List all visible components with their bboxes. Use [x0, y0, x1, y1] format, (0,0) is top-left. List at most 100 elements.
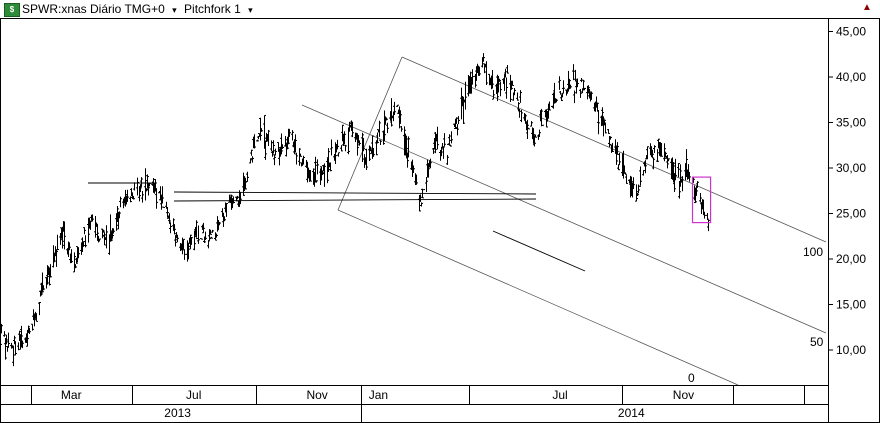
price-bar — [636, 192, 639, 197]
price-bar — [41, 272, 44, 293]
highlight-box[interactable] — [691, 176, 712, 224]
x-month-label: Nov — [306, 388, 327, 402]
price-bar — [520, 109, 523, 123]
price-bar — [75, 257, 78, 264]
x-year-label: 2013 — [164, 406, 191, 420]
price-bar — [572, 64, 575, 81]
price-bar — [190, 237, 193, 245]
price-bar — [706, 212, 709, 221]
price-bar — [562, 80, 565, 93]
price-bar — [596, 102, 599, 112]
price-bar — [294, 134, 297, 153]
pitchfork-lower-line[interactable] — [337, 209, 739, 386]
price-bar — [644, 160, 647, 174]
support-line-lower[interactable] — [173, 198, 537, 202]
price-bar — [302, 155, 305, 165]
price-bar — [214, 232, 217, 241]
price-bar — [615, 145, 618, 165]
chart-border — [0, 18, 880, 423]
fork-level-label: 0 — [688, 371, 695, 385]
pin-icon[interactable]: ▲ — [862, 2, 872, 13]
price-bar — [602, 116, 605, 137]
pitchfork-median-line[interactable] — [301, 104, 827, 334]
price-bar — [111, 228, 114, 239]
price-bar — [202, 222, 205, 234]
price-bar — [432, 148, 435, 154]
price-bar — [405, 135, 408, 159]
price-bar — [129, 196, 132, 203]
price-bar — [385, 117, 388, 121]
pitchfork-handle[interactable] — [337, 56, 403, 211]
price-bar — [376, 132, 379, 144]
price-bar — [434, 131, 437, 154]
price-bar — [471, 69, 474, 85]
price-bar — [440, 146, 443, 157]
price-bar — [496, 74, 499, 102]
study-label[interactable]: Pitchfork 1 — [184, 2, 241, 16]
price-bar — [42, 285, 45, 291]
price-bar — [559, 90, 562, 95]
price-bar — [239, 192, 242, 205]
price-bar — [590, 91, 593, 100]
price-bar — [386, 122, 389, 134]
price-bar — [146, 174, 149, 189]
price-bar — [126, 189, 129, 202]
price-bar — [611, 142, 614, 152]
price-bar — [443, 133, 446, 147]
price-bar — [83, 227, 86, 235]
price-bar — [62, 221, 65, 232]
price-bar — [340, 145, 343, 152]
price-bar — [579, 89, 582, 98]
price-bar — [295, 152, 298, 165]
price-bar — [169, 222, 172, 234]
price-bar — [378, 120, 381, 137]
price-bar — [532, 128, 535, 144]
price-bar — [442, 146, 445, 159]
price-bar — [362, 137, 365, 152]
price-bar — [87, 217, 90, 243]
price-bar — [28, 328, 31, 335]
price-bar — [287, 129, 290, 145]
y-tick-label: 10,00 — [836, 343, 866, 357]
price-bar — [663, 143, 666, 162]
price-bar — [518, 109, 521, 118]
price-bar — [259, 117, 262, 141]
price-bar — [666, 154, 669, 169]
price-bar — [334, 142, 337, 165]
price-bar — [110, 231, 113, 242]
price-bar — [70, 249, 73, 264]
parallel-segment[interactable] — [492, 230, 586, 272]
price-bar — [398, 106, 401, 129]
price-bar — [17, 342, 20, 351]
symbol-label[interactable]: SPWR:xnas Diário TMG+0 — [22, 2, 165, 16]
price-bar — [412, 165, 415, 173]
price-bar — [419, 194, 422, 202]
price-bar — [101, 228, 104, 239]
x-month-label: Jan — [369, 388, 388, 402]
price-bar — [270, 140, 273, 152]
app-chart-icon: $ — [4, 3, 20, 17]
pitchfork-upper-line[interactable] — [401, 56, 827, 243]
price-bar — [207, 240, 210, 249]
price-bar — [35, 313, 38, 322]
price-bar — [427, 164, 430, 178]
price-bar — [189, 234, 192, 250]
price-bar — [5, 334, 8, 345]
price-bar — [582, 79, 585, 90]
price-bar — [485, 61, 488, 86]
price-bar — [527, 127, 530, 130]
x-month-label: Nov — [673, 388, 694, 402]
price-bar — [344, 144, 347, 152]
price-bar — [26, 329, 29, 347]
price-bar — [541, 124, 544, 126]
price-bar — [448, 134, 451, 145]
symbol-dropdown-icon[interactable]: ▾ — [172, 5, 177, 15]
support-line-upper[interactable] — [173, 191, 537, 195]
y-tick-label: 30,00 — [836, 161, 866, 175]
price-bar — [523, 113, 526, 121]
price-bar — [446, 155, 449, 165]
price-bar — [3, 331, 6, 337]
study-dropdown-icon[interactable]: ▾ — [248, 5, 253, 15]
price-bar — [526, 119, 529, 140]
